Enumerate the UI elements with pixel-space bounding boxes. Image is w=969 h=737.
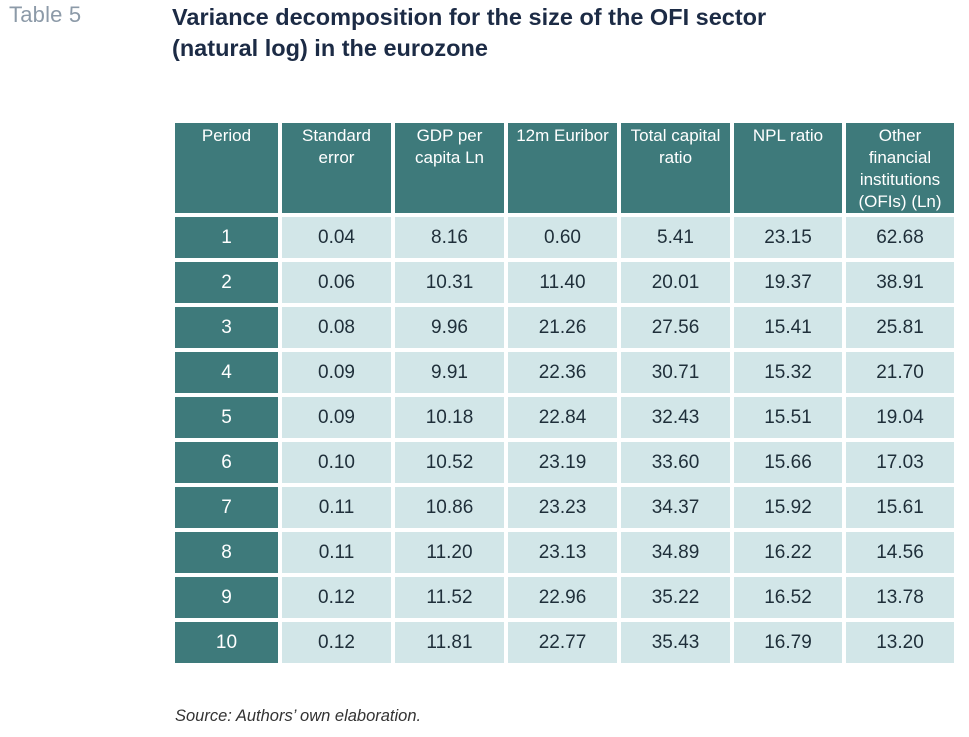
cell-period: 2 — [175, 262, 278, 303]
cell-total-capital-ratio: 5.41 — [621, 217, 730, 258]
cell-ofi: 25.81 — [846, 307, 954, 348]
header-ofi: Other financial institutions (OFIs) (Ln) — [846, 123, 954, 213]
cell-npl-ratio: 19.37 — [734, 262, 842, 303]
table-row: 8 0.11 11.20 23.13 34.89 16.22 14.56 — [175, 532, 954, 573]
header-standard-error: Standard error — [282, 123, 391, 213]
table-number-label: Table 5 — [9, 2, 82, 27]
cell-ofi: 17.03 — [846, 442, 954, 483]
cell-gdp-per-capita: 8.16 — [395, 217, 504, 258]
cell-gdp-per-capita: 10.86 — [395, 487, 504, 528]
cell-period: 1 — [175, 217, 278, 258]
cell-gdp-per-capita: 9.96 — [395, 307, 504, 348]
table-row: 10 0.12 11.81 22.77 35.43 16.79 13.20 — [175, 622, 954, 663]
cell-total-capital-ratio: 30.71 — [621, 352, 730, 393]
cell-euribor: 22.96 — [508, 577, 617, 618]
cell-euribor: 22.36 — [508, 352, 617, 393]
cell-gdp-per-capita: 11.52 — [395, 577, 504, 618]
table-row: 5 0.09 10.18 22.84 32.43 15.51 19.04 — [175, 397, 954, 438]
cell-gdp-per-capita: 10.52 — [395, 442, 504, 483]
cell-npl-ratio: 16.79 — [734, 622, 842, 663]
header-gdp-per-capita: GDP per capita Ln — [395, 123, 504, 213]
source-note: Source: Authors’ own elaboration. — [175, 707, 422, 725]
cell-standard-error: 0.12 — [282, 577, 391, 618]
cell-gdp-per-capita: 10.18 — [395, 397, 504, 438]
cell-gdp-per-capita: 11.81 — [395, 622, 504, 663]
cell-total-capital-ratio: 32.43 — [621, 397, 730, 438]
cell-npl-ratio: 15.41 — [734, 307, 842, 348]
cell-period: 7 — [175, 487, 278, 528]
cell-gdp-per-capita: 11.20 — [395, 532, 504, 573]
header-euribor: 12m Euribor — [508, 123, 617, 213]
cell-euribor: 22.84 — [508, 397, 617, 438]
cell-ofi: 19.04 — [846, 397, 954, 438]
cell-standard-error: 0.09 — [282, 397, 391, 438]
cell-npl-ratio: 15.92 — [734, 487, 842, 528]
cell-total-capital-ratio: 35.22 — [621, 577, 730, 618]
cell-total-capital-ratio: 33.60 — [621, 442, 730, 483]
cell-period: 5 — [175, 397, 278, 438]
cell-total-capital-ratio: 34.89 — [621, 532, 730, 573]
variance-decomposition-table: Period Standard error GDP per capita Ln … — [171, 119, 958, 667]
cell-gdp-per-capita: 9.91 — [395, 352, 504, 393]
cell-standard-error: 0.08 — [282, 307, 391, 348]
cell-period: 9 — [175, 577, 278, 618]
cell-ofi: 21.70 — [846, 352, 954, 393]
table-row: 2 0.06 10.31 11.40 20.01 19.37 38.91 — [175, 262, 954, 303]
cell-npl-ratio: 16.52 — [734, 577, 842, 618]
cell-standard-error: 0.09 — [282, 352, 391, 393]
table-row: 3 0.08 9.96 21.26 27.56 15.41 25.81 — [175, 307, 954, 348]
cell-euribor: 11.40 — [508, 262, 617, 303]
table-title: Variance decomposition for the size of t… — [172, 2, 932, 64]
table-title-line-2: (natural log) in the eurozone — [172, 35, 488, 61]
cell-ofi: 15.61 — [846, 487, 954, 528]
table-body: 1 0.04 8.16 0.60 5.41 23.15 62.68 2 0.06 10.31 11.… — [175, 217, 954, 663]
cell-standard-error: 0.10 — [282, 442, 391, 483]
table-row: 6 0.10 10.52 23.19 33.60 15.66 17.03 — [175, 442, 954, 483]
cell-euribor: 23.19 — [508, 442, 617, 483]
cell-euribor: 23.13 — [508, 532, 617, 573]
cell-period: 3 — [175, 307, 278, 348]
cell-npl-ratio: 23.15 — [734, 217, 842, 258]
table-row: 9 0.12 11.52 22.96 35.22 16.52 13.78 — [175, 577, 954, 618]
cell-period: 10 — [175, 622, 278, 663]
cell-ofi: 13.20 — [846, 622, 954, 663]
cell-gdp-per-capita: 10.31 — [395, 262, 504, 303]
cell-npl-ratio: 16.22 — [734, 532, 842, 573]
cell-npl-ratio: 15.32 — [734, 352, 842, 393]
table-row: 7 0.11 10.86 23.23 34.37 15.92 15.61 — [175, 487, 954, 528]
cell-ofi: 14.56 — [846, 532, 954, 573]
cell-total-capital-ratio: 35.43 — [621, 622, 730, 663]
cell-standard-error: 0.11 — [282, 487, 391, 528]
cell-standard-error: 0.11 — [282, 532, 391, 573]
cell-euribor: 22.77 — [508, 622, 617, 663]
cell-period: 8 — [175, 532, 278, 573]
cell-npl-ratio: 15.51 — [734, 397, 842, 438]
cell-ofi: 13.78 — [846, 577, 954, 618]
cell-standard-error: 0.04 — [282, 217, 391, 258]
cell-ofi: 62.68 — [846, 217, 954, 258]
cell-standard-error: 0.06 — [282, 262, 391, 303]
cell-euribor: 23.23 — [508, 487, 617, 528]
header-total-capital-ratio: Total capital ratio — [621, 123, 730, 213]
header-npl-ratio: NPL ratio — [734, 123, 842, 213]
cell-total-capital-ratio: 27.56 — [621, 307, 730, 348]
table-row: 1 0.04 8.16 0.60 5.41 23.15 62.68 — [175, 217, 954, 258]
cell-euribor: 0.60 — [508, 217, 617, 258]
table-header-row: Period Standard error GDP per capita Ln … — [175, 123, 954, 213]
cell-period: 4 — [175, 352, 278, 393]
cell-ofi: 38.91 — [846, 262, 954, 303]
cell-total-capital-ratio: 34.37 — [621, 487, 730, 528]
cell-period: 6 — [175, 442, 278, 483]
table-title-line-1: Variance decomposition for the size of t… — [172, 4, 767, 30]
cell-standard-error: 0.12 — [282, 622, 391, 663]
header-period: Period — [175, 123, 278, 213]
cell-npl-ratio: 15.66 — [734, 442, 842, 483]
cell-total-capital-ratio: 20.01 — [621, 262, 730, 303]
table-row: 4 0.09 9.91 22.36 30.71 15.32 21.70 — [175, 352, 954, 393]
cell-euribor: 21.26 — [508, 307, 617, 348]
